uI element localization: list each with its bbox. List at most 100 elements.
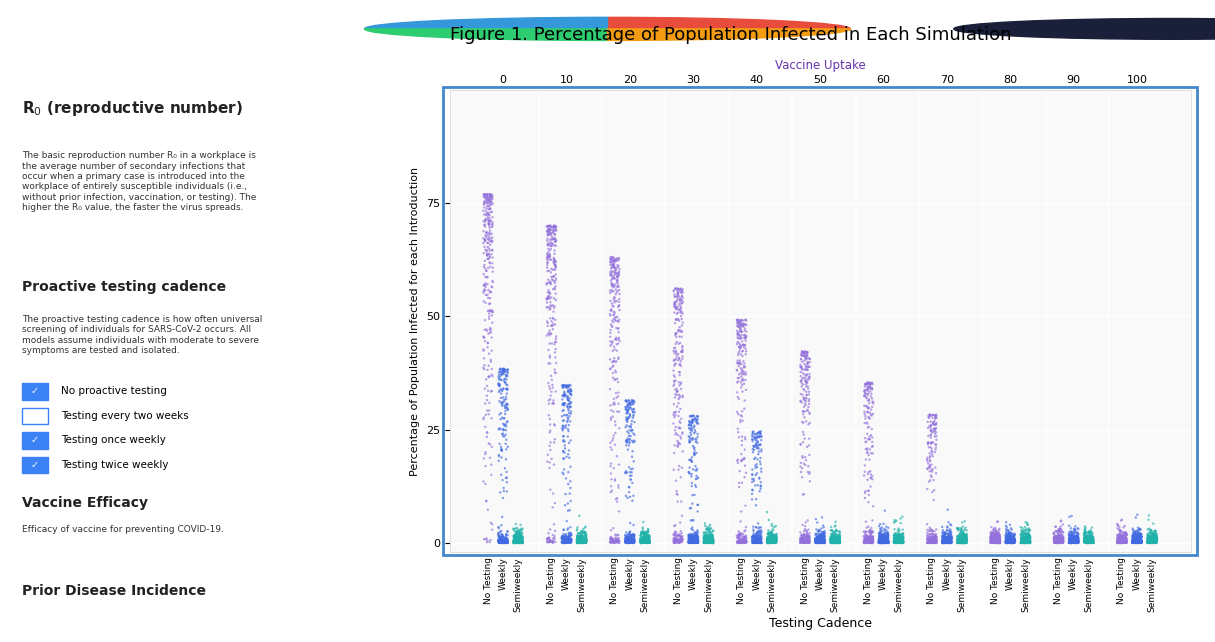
Point bbox=[1081, 538, 1101, 548]
Point bbox=[571, 534, 590, 544]
Point bbox=[1111, 531, 1130, 541]
Point bbox=[861, 532, 881, 542]
Point bbox=[751, 538, 770, 548]
Point bbox=[1123, 536, 1142, 546]
Point bbox=[686, 535, 706, 546]
Point bbox=[807, 532, 826, 542]
Point bbox=[1019, 534, 1039, 544]
Point bbox=[750, 536, 769, 546]
Point bbox=[512, 536, 531, 546]
Point bbox=[542, 320, 561, 331]
Point bbox=[1115, 528, 1135, 539]
Point bbox=[999, 537, 1018, 547]
Point bbox=[956, 538, 976, 548]
Point bbox=[1108, 537, 1128, 548]
Point bbox=[1109, 535, 1129, 545]
Point bbox=[1059, 530, 1079, 540]
Point bbox=[1005, 531, 1024, 541]
Point bbox=[821, 535, 841, 545]
Point bbox=[999, 534, 1018, 544]
Point bbox=[492, 386, 512, 396]
Point bbox=[635, 534, 655, 544]
Point bbox=[616, 535, 635, 546]
Point bbox=[1062, 537, 1081, 548]
Point bbox=[1080, 533, 1100, 543]
Point bbox=[793, 489, 813, 499]
Point bbox=[956, 536, 976, 546]
Point bbox=[1059, 534, 1079, 544]
Point bbox=[1084, 538, 1103, 548]
Point bbox=[870, 530, 889, 541]
Point bbox=[572, 532, 592, 542]
Point bbox=[987, 532, 1006, 542]
Point bbox=[860, 537, 880, 548]
Point bbox=[940, 535, 960, 545]
Point bbox=[990, 534, 1010, 544]
Point bbox=[987, 536, 1006, 546]
Point bbox=[998, 534, 1017, 544]
Point bbox=[893, 533, 912, 543]
Point bbox=[823, 530, 842, 540]
Point bbox=[795, 369, 814, 379]
Point bbox=[572, 538, 592, 548]
Point bbox=[474, 331, 493, 342]
Point bbox=[1068, 531, 1087, 541]
Point bbox=[731, 324, 751, 334]
Point bbox=[985, 536, 1005, 546]
Point bbox=[870, 537, 889, 547]
Point bbox=[950, 535, 970, 546]
Point bbox=[793, 534, 813, 544]
Point bbox=[556, 473, 576, 483]
Point bbox=[632, 534, 651, 544]
Point bbox=[623, 520, 643, 530]
Point bbox=[1131, 528, 1151, 539]
Point bbox=[509, 534, 529, 544]
Point bbox=[1129, 533, 1148, 543]
Point bbox=[893, 512, 912, 522]
Point bbox=[984, 531, 1004, 541]
Point bbox=[1019, 530, 1039, 541]
Point bbox=[510, 537, 530, 548]
Point bbox=[951, 537, 971, 547]
Point bbox=[476, 461, 496, 471]
Point bbox=[617, 438, 637, 448]
Point bbox=[480, 225, 499, 236]
Point bbox=[1075, 530, 1095, 541]
Point bbox=[1001, 532, 1021, 542]
Point bbox=[601, 270, 621, 280]
Point bbox=[870, 530, 889, 540]
Point bbox=[556, 530, 576, 541]
Point bbox=[638, 531, 657, 541]
Point bbox=[567, 538, 587, 548]
Point bbox=[667, 436, 686, 446]
Point bbox=[482, 307, 502, 317]
Point bbox=[475, 235, 495, 245]
Point bbox=[885, 533, 904, 543]
Point bbox=[892, 530, 911, 540]
Point bbox=[859, 533, 878, 543]
Point bbox=[810, 534, 830, 544]
Point bbox=[925, 530, 944, 540]
Point bbox=[748, 535, 768, 546]
Point bbox=[507, 532, 526, 542]
Point bbox=[854, 471, 874, 481]
Point bbox=[679, 537, 699, 547]
Point bbox=[1044, 533, 1063, 543]
Point bbox=[926, 534, 945, 544]
Point bbox=[605, 293, 625, 303]
Point bbox=[622, 535, 642, 546]
Point bbox=[1128, 535, 1147, 545]
Point bbox=[505, 536, 525, 546]
Point bbox=[799, 528, 819, 538]
Point bbox=[616, 466, 635, 476]
Point bbox=[1075, 537, 1095, 547]
Point bbox=[481, 535, 501, 545]
Point bbox=[668, 496, 688, 507]
Point bbox=[731, 359, 751, 369]
Point bbox=[703, 535, 723, 546]
Point bbox=[1049, 538, 1068, 548]
Point bbox=[480, 305, 499, 315]
Point bbox=[475, 336, 495, 346]
Point bbox=[949, 537, 968, 548]
Point bbox=[823, 536, 842, 546]
